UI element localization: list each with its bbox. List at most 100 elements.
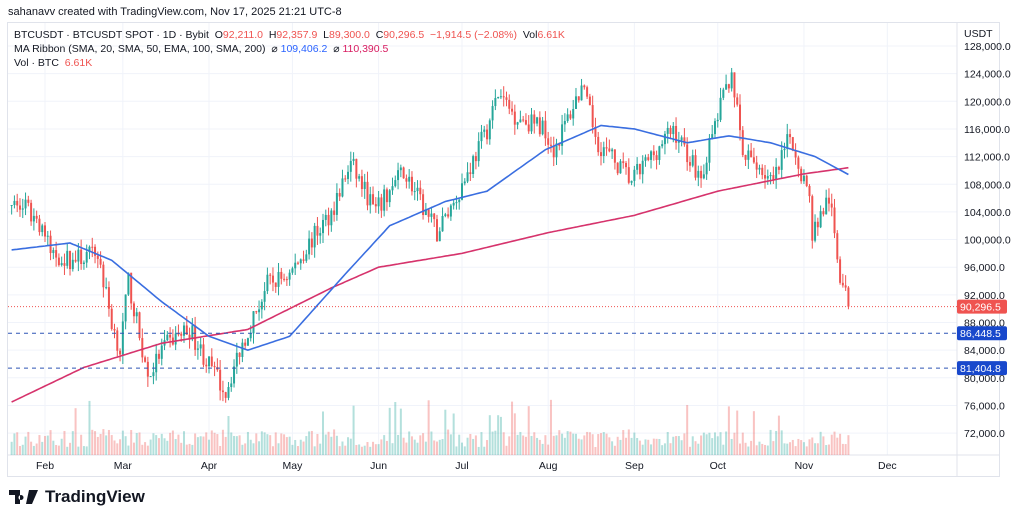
candle-body (708, 138, 711, 163)
symbol-legend[interactable]: BTCUSDT · BTCUSDT SPOT · 1D · Bybit O92,… (14, 28, 565, 42)
candle-body (613, 149, 616, 163)
candle-body (391, 186, 394, 191)
volume-bar (169, 432, 172, 455)
volume-bar (27, 431, 30, 455)
candle-body (435, 219, 438, 242)
volume-bar (277, 443, 280, 455)
candle-body (358, 176, 361, 179)
volume-bar (391, 443, 394, 455)
candle-body (469, 172, 472, 175)
volume-bar (663, 443, 666, 455)
candle-body (316, 225, 319, 236)
volume-bar (363, 445, 366, 455)
volume-legend[interactable]: Vol · BTC 6.61K (14, 56, 565, 70)
volume-bar (85, 446, 88, 455)
volume-bar (216, 434, 219, 455)
candle-body (688, 162, 691, 166)
candle-body (41, 225, 44, 233)
candle-body (57, 257, 60, 266)
candle-body (402, 167, 405, 179)
volume-bar (458, 434, 461, 455)
volume-bar (636, 438, 639, 455)
candle-body (205, 364, 208, 367)
candle-body (102, 264, 105, 288)
candle-body (188, 334, 191, 340)
volume-bar (57, 445, 60, 455)
candle-body (563, 121, 566, 125)
volume-bar (844, 444, 847, 455)
candle-body (549, 144, 552, 146)
candle-body (113, 328, 116, 331)
candle-body (355, 158, 358, 179)
candle-body (196, 348, 199, 350)
candle-body (77, 249, 80, 262)
volume-bar (444, 409, 447, 455)
volume-bar (394, 402, 397, 455)
volume-bar (380, 439, 383, 455)
candle-body (66, 250, 69, 266)
volume-bar (833, 431, 836, 455)
candle-body (647, 157, 650, 160)
candle-body (322, 219, 324, 234)
candle-body (377, 197, 380, 207)
candle-body (155, 353, 158, 373)
volume-bar (466, 437, 469, 455)
candle-body (516, 122, 519, 125)
volume-bar (113, 440, 116, 455)
candle-body (466, 172, 469, 182)
volume-bar (41, 441, 44, 455)
volume-bar (688, 446, 691, 455)
x-tick-label: Dec (878, 460, 897, 472)
volume-bar (669, 443, 672, 455)
candle-body (244, 342, 247, 346)
volume-bar (499, 416, 502, 455)
candle-body (747, 150, 750, 160)
candle-body (146, 361, 149, 377)
ma-ribbon-legend[interactable]: MA Ribbon (SMA, 20, SMA, 50, EMA, 100, S… (14, 42, 565, 56)
x-tick-label: Sep (625, 460, 644, 472)
vol-title: Vol · BTC (14, 57, 59, 69)
volume-bar (508, 436, 511, 455)
candle-body (566, 114, 569, 122)
volume-bar (219, 445, 222, 455)
candle-body (152, 372, 155, 377)
volume-bar (55, 445, 58, 455)
candle-body (591, 105, 594, 127)
candle-body (455, 202, 458, 204)
volume-bar (758, 441, 761, 455)
candle-body (461, 183, 463, 200)
volume-bar (352, 405, 355, 455)
candle-body (288, 272, 291, 280)
candle-body (527, 124, 530, 132)
volume-bar (313, 446, 316, 455)
candle-body (132, 303, 135, 317)
candle-body (438, 231, 441, 242)
volume-bar (205, 432, 208, 455)
candle-body (561, 124, 564, 146)
volume-bar (747, 446, 750, 455)
candle-body (410, 176, 413, 192)
volume-bar (655, 438, 658, 455)
volume-bar (488, 415, 491, 455)
candle-body (130, 272, 133, 304)
volume-bar (705, 434, 708, 455)
volume-bar (305, 436, 308, 455)
volume-bar (766, 445, 769, 455)
candle-body (755, 162, 758, 170)
volume-bar (814, 443, 817, 455)
candle-body (433, 213, 436, 220)
volume-bar (686, 404, 689, 455)
volume-bar (786, 443, 789, 455)
y-tick-label: 112,000.0 (964, 152, 1010, 164)
candle-body (305, 254, 308, 261)
candle-body (733, 72, 736, 98)
candle-body (313, 225, 316, 248)
candle-body (157, 353, 160, 359)
candle-body (802, 175, 805, 182)
candle-body (44, 225, 46, 237)
volume-bar (294, 439, 297, 455)
volume-bar (811, 437, 814, 455)
candle-body (686, 144, 689, 163)
volume-bar (764, 444, 767, 455)
